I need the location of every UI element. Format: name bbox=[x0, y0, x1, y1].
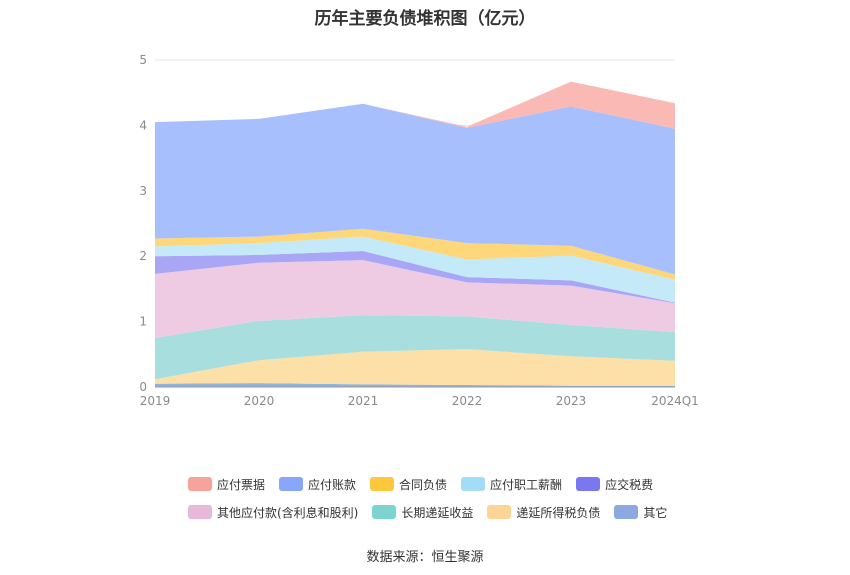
legend-label: 应付账款 bbox=[308, 477, 357, 492]
area-series bbox=[155, 315, 675, 380]
x-tick-label: 2020 bbox=[244, 394, 275, 408]
legend-item[interactable]: 其它 bbox=[614, 504, 667, 521]
legend-swatch bbox=[372, 505, 397, 519]
legend-swatch bbox=[370, 477, 395, 491]
legend-item[interactable]: 合同负债 bbox=[370, 476, 447, 493]
legend-label: 其它 bbox=[643, 505, 668, 520]
legend-label: 合同负债 bbox=[399, 477, 448, 492]
area-series bbox=[155, 81, 675, 129]
legend-row: 应付票据 应付账款 合同负债 应付职工薪酬 应交税费 bbox=[188, 472, 708, 496]
legend-label: 应付职工薪酬 bbox=[490, 477, 563, 492]
legend-label: 递延所得税负债 bbox=[516, 505, 601, 520]
x-tick-label: 2023 bbox=[556, 394, 587, 408]
legend-label: 其他应付款(含利息和股利) bbox=[217, 505, 359, 520]
chart-title: 历年主要负债堆积图（亿元） bbox=[314, 9, 536, 29]
y-tick-label: 1 bbox=[139, 315, 147, 329]
legend-label: 长期递延收益 bbox=[401, 505, 474, 520]
y-tick-label: 3 bbox=[139, 184, 147, 198]
legend-label: 应付票据 bbox=[217, 477, 266, 492]
y-tick-label: 5 bbox=[139, 53, 147, 67]
legend-item[interactable]: 应付账款 bbox=[279, 476, 356, 493]
legend-item[interactable]: 递延所得税负债 bbox=[487, 504, 600, 521]
legend-item[interactable]: 长期递延收益 bbox=[372, 504, 473, 521]
data-source: 数据来源：恒生聚源 bbox=[366, 550, 484, 565]
x-tick-label: 2019 bbox=[140, 394, 171, 408]
area-series bbox=[155, 251, 675, 304]
area-series bbox=[155, 228, 675, 280]
legend-row: 其他应付款(含利息和股利) 长期递延收益 递延所得税负债 其它 bbox=[188, 500, 708, 524]
area-series bbox=[155, 349, 675, 386]
x-tick-label: 2024Q1 bbox=[651, 394, 699, 408]
legend-item[interactable]: 应付票据 bbox=[188, 476, 265, 493]
area-series bbox=[155, 260, 675, 338]
legend-item[interactable]: 应付职工薪酬 bbox=[461, 476, 562, 493]
x-tick-label: 2022 bbox=[452, 394, 483, 408]
legend-swatch bbox=[279, 477, 304, 491]
legend-item[interactable]: 应交税费 bbox=[576, 476, 653, 493]
legend-swatch bbox=[188, 505, 212, 519]
area-chart-plot: 0 1 2 3 4 5 2019 2020 2021 2022 2023 2024Q1 bbox=[139, 53, 699, 408]
area-series bbox=[155, 236, 675, 303]
legend-label: 应交税费 bbox=[605, 477, 654, 492]
legend-item[interactable]: 其他应付款(含利息和股利) bbox=[188, 504, 358, 521]
area-series bbox=[155, 103, 675, 275]
y-tick-label: 0 bbox=[139, 380, 147, 394]
legend-swatch bbox=[576, 477, 601, 491]
legend-swatch bbox=[461, 477, 486, 491]
legend-swatch bbox=[188, 477, 212, 491]
x-tick-label: 2021 bbox=[348, 394, 379, 408]
chart-legend: 应付票据 应付账款 合同负债 应付职工薪酬 应交税费其他应付款(含利息和股利) 长期递延收… bbox=[188, 472, 708, 528]
y-tick-label: 2 bbox=[139, 249, 147, 263]
y-tick-label: 4 bbox=[139, 118, 147, 132]
area-series bbox=[155, 383, 675, 387]
legend-swatch bbox=[487, 505, 512, 519]
legend-swatch bbox=[614, 505, 639, 519]
